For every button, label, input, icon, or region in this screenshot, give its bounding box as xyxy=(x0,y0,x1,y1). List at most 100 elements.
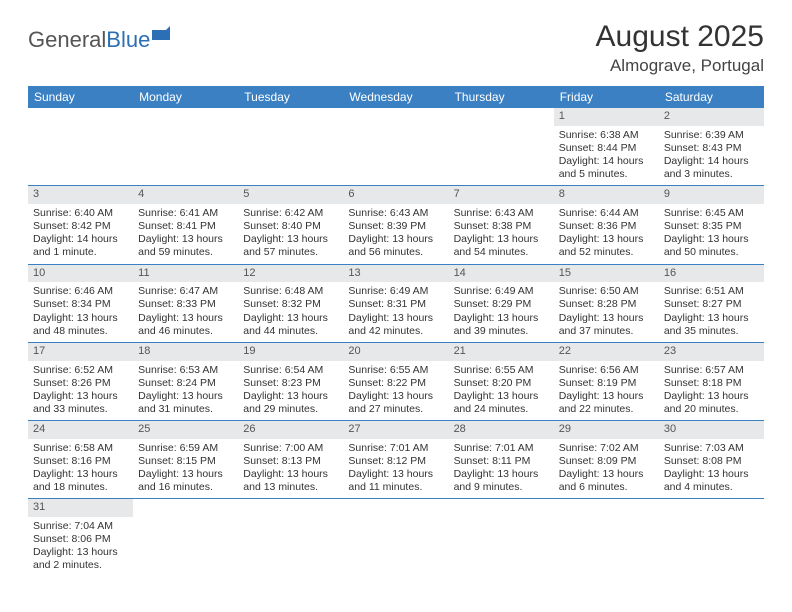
daylight-line2: and 54 minutes. xyxy=(454,246,549,259)
calendar-day-cell: 4 Sunrise: 6:41 AMSunset: 8:41 PMDaylight… xyxy=(133,186,238,264)
sunset-line: Sunset: 8:11 PM xyxy=(454,455,549,468)
day-body: Sunrise: 6:47 AMSunset: 8:33 PMDaylight:… xyxy=(133,282,238,342)
calendar-day-cell: 7Sunrise: 6:43 AMSunset: 8:38 PMDaylight… xyxy=(449,186,554,264)
calendar-day-cell: 10Sunrise: 6:46 AMSunset: 8:34 PMDayligh… xyxy=(28,264,133,342)
sunset-line: Sunset: 8:31 PM xyxy=(348,298,443,311)
day-body: Sunrise: 6:49 AMSunset: 8:29 PMDaylight:… xyxy=(449,282,554,342)
brand-logo: GeneralBlue xyxy=(28,20,176,54)
day-body: Sunrise: 6:52 AMSunset: 8:26 PMDaylight:… xyxy=(28,361,133,421)
daylight-line2: and 1 minute. xyxy=(33,246,128,259)
day-number: 18 xyxy=(133,343,238,361)
calendar-week-row: 31Sunrise: 7:04 AMSunset: 8:06 PMDayligh… xyxy=(28,499,764,577)
daylight-line1: Daylight: 14 hours xyxy=(664,155,759,168)
daylight-line1: Daylight: 13 hours xyxy=(138,233,233,246)
sunset-line: Sunset: 8:20 PM xyxy=(454,377,549,390)
day-number: 12 xyxy=(238,265,343,283)
month-title: August 2025 xyxy=(596,20,764,54)
daylight-line1: Daylight: 13 hours xyxy=(243,468,338,481)
weekday-header: Monday xyxy=(133,86,238,108)
daylight-line2: and 9 minutes. xyxy=(454,481,549,494)
day-number: 8 xyxy=(554,186,659,204)
daylight-line2: and 57 minutes. xyxy=(243,246,338,259)
daylight-line1: Daylight: 13 hours xyxy=(243,390,338,403)
sunset-line: Sunset: 8:24 PM xyxy=(138,377,233,390)
weekday-header: Tuesday xyxy=(238,86,343,108)
title-block: August 2025 Almograve, Portugal xyxy=(596,20,764,76)
sunset-line: Sunset: 8:22 PM xyxy=(348,377,443,390)
sunrise-line: Sunrise: 6:56 AM xyxy=(559,364,654,377)
day-number: 3 xyxy=(28,186,133,204)
daylight-line2: and 44 minutes. xyxy=(243,325,338,338)
day-body: Sunrise: 6:46 AMSunset: 8:34 PMDaylight:… xyxy=(28,282,133,342)
calendar-day-cell: 24Sunrise: 6:58 AMSunset: 8:16 PMDayligh… xyxy=(28,421,133,499)
daylight-line2: and 18 minutes. xyxy=(33,481,128,494)
daylight-line2: and 11 minutes. xyxy=(348,481,443,494)
calendar-day-cell: 17Sunrise: 6:52 AMSunset: 8:26 PMDayligh… xyxy=(28,342,133,420)
daylight-line2: and 31 minutes. xyxy=(138,403,233,416)
daylight-line2: and 48 minutes. xyxy=(33,325,128,338)
weekday-header: Friday xyxy=(554,86,659,108)
day-body: Sunrise: 7:01 AMSunset: 8:12 PMDaylight:… xyxy=(343,439,448,499)
calendar-head: SundayMondayTuesdayWednesdayThursdayFrid… xyxy=(28,86,764,108)
day-body: Sunrise: 6:56 AMSunset: 8:19 PMDaylight:… xyxy=(554,361,659,421)
daylight-line1: Daylight: 13 hours xyxy=(243,233,338,246)
weekday-header: Sunday xyxy=(28,86,133,108)
weekday-row: SundayMondayTuesdayWednesdayThursdayFrid… xyxy=(28,86,764,108)
daylight-line2: and 22 minutes. xyxy=(559,403,654,416)
day-number: 9 xyxy=(659,186,764,204)
day-number: 10 xyxy=(28,265,133,283)
sunrise-line: Sunrise: 6:47 AM xyxy=(138,285,233,298)
sunset-line: Sunset: 8:12 PM xyxy=(348,455,443,468)
daylight-line2: and 20 minutes. xyxy=(664,403,759,416)
sunset-line: Sunset: 8:23 PM xyxy=(243,377,338,390)
sunset-line: Sunset: 8:27 PM xyxy=(664,298,759,311)
calendar-day-cell: 11Sunrise: 6:47 AMSunset: 8:33 PMDayligh… xyxy=(133,264,238,342)
sunrise-line: Sunrise: 6:54 AM xyxy=(243,364,338,377)
calendar-empty-cell xyxy=(133,499,238,577)
sunrise-line: Sunrise: 6:43 AM xyxy=(454,207,549,220)
day-body: Sunrise: 6:40 AMSunset: 8:42 PMDaylight:… xyxy=(28,204,133,264)
daylight-line2: and 24 minutes. xyxy=(454,403,549,416)
brand-part1: General xyxy=(28,27,106,53)
daylight-line1: Daylight: 13 hours xyxy=(138,312,233,325)
daylight-line1: Daylight: 13 hours xyxy=(348,390,443,403)
day-number: 21 xyxy=(449,343,554,361)
day-number: 4 xyxy=(133,186,238,204)
sunset-line: Sunset: 8:36 PM xyxy=(559,220,654,233)
sunrise-line: Sunrise: 6:39 AM xyxy=(664,129,759,142)
calendar-day-cell: 21Sunrise: 6:55 AMSunset: 8:20 PMDayligh… xyxy=(449,342,554,420)
sunrise-line: Sunrise: 6:59 AM xyxy=(138,442,233,455)
day-body: Sunrise: 7:02 AMSunset: 8:09 PMDaylight:… xyxy=(554,439,659,499)
calendar-day-cell: 26Sunrise: 7:00 AMSunset: 8:13 PMDayligh… xyxy=(238,421,343,499)
sunset-line: Sunset: 8:06 PM xyxy=(33,533,128,546)
sunset-line: Sunset: 8:38 PM xyxy=(454,220,549,233)
day-number: 28 xyxy=(449,421,554,439)
day-number: 7 xyxy=(449,186,554,204)
sunset-line: Sunset: 8:39 PM xyxy=(348,220,443,233)
sunset-line: Sunset: 8:40 PM xyxy=(243,220,338,233)
day-body: Sunrise: 7:00 AMSunset: 8:13 PMDaylight:… xyxy=(238,439,343,499)
daylight-line2: and 13 minutes. xyxy=(243,481,338,494)
page-header: GeneralBlue August 2025 Almograve, Portu… xyxy=(28,20,764,76)
sunrise-line: Sunrise: 7:01 AM xyxy=(348,442,443,455)
sunrise-line: Sunrise: 6:41 AM xyxy=(138,207,233,220)
calendar-empty-cell xyxy=(343,499,448,577)
calendar-empty-cell xyxy=(449,108,554,186)
sunset-line: Sunset: 8:35 PM xyxy=(664,220,759,233)
sunrise-line: Sunrise: 7:00 AM xyxy=(243,442,338,455)
daylight-line2: and 52 minutes. xyxy=(559,246,654,259)
sunrise-line: Sunrise: 6:49 AM xyxy=(348,285,443,298)
calendar-day-cell: 27Sunrise: 7:01 AMSunset: 8:12 PMDayligh… xyxy=(343,421,448,499)
sunset-line: Sunset: 8:13 PM xyxy=(243,455,338,468)
calendar-day-cell: 19Sunrise: 6:54 AMSunset: 8:23 PMDayligh… xyxy=(238,342,343,420)
daylight-line1: Daylight: 13 hours xyxy=(454,390,549,403)
day-body: Sunrise: 6:54 AMSunset: 8:23 PMDaylight:… xyxy=(238,361,343,421)
daylight-line1: Daylight: 13 hours xyxy=(559,233,654,246)
calendar-day-cell: 20Sunrise: 6:55 AMSunset: 8:22 PMDayligh… xyxy=(343,342,448,420)
sunset-line: Sunset: 8:41 PM xyxy=(138,220,233,233)
day-body: Sunrise: 6:53 AMSunset: 8:24 PMDaylight:… xyxy=(133,361,238,421)
daylight-line2: and 59 minutes. xyxy=(138,246,233,259)
calendar-day-cell: 13Sunrise: 6:49 AMSunset: 8:31 PMDayligh… xyxy=(343,264,448,342)
daylight-line1: Daylight: 13 hours xyxy=(243,312,338,325)
daylight-line2: and 4 minutes. xyxy=(664,481,759,494)
